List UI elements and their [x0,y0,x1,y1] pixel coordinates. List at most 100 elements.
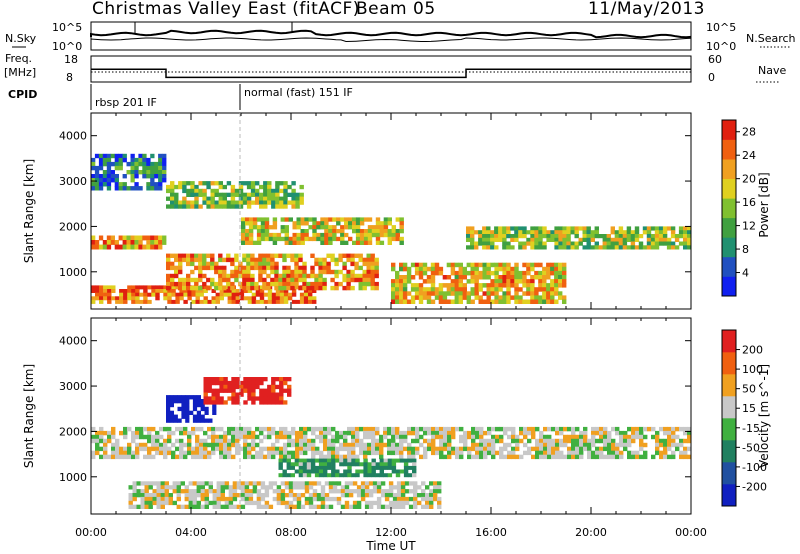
heatmap-cell [211,450,216,456]
heatmap-cell [287,438,292,444]
heatmap-cell [408,504,414,509]
heatmap-cell [288,481,294,486]
heatmap-cell [235,434,240,440]
heatmap-cell [328,229,333,234]
heatmap-cell [675,426,680,432]
heatmap-cell [216,485,221,490]
heatmap-cell [279,450,284,456]
heatmap-cell [239,388,244,393]
heatmap-cell [154,170,159,175]
heatmap-cell [351,458,356,463]
colorbar-swatch [722,120,736,140]
heatmap-cell [298,269,303,275]
heatmap-cell [128,496,133,502]
heatmap-cell [239,446,244,452]
heatmap-cell [658,226,664,231]
heatmap-cell [340,493,346,498]
heatmap-cell [139,430,144,436]
heatmap-cell [376,504,382,509]
heatmap-cell [455,450,460,456]
heatmap-cell [314,273,319,279]
heatmap-cell [342,273,347,279]
heatmap-cell [346,281,351,287]
heatmap-cell [202,265,207,271]
heatmap-cell [286,285,291,291]
heatmap-cell [264,493,270,498]
heatmap-cell [251,380,256,386]
heatmap-cell [328,232,333,238]
heatmap-cell [192,481,197,486]
heatmap-cell [451,446,456,452]
heatmap-cell [199,289,204,293]
heatmap-cell [231,438,236,444]
heatmap-cell [311,430,316,436]
heatmap-cell [310,273,315,279]
heatmap-cell [151,454,156,460]
heatmap-cell [434,266,440,272]
heatmap-cell [239,426,244,432]
heatmap-cell [230,273,235,279]
x-tick-label: 00:00 [675,526,707,539]
heatmap-cell [411,426,416,432]
heatmap-cell [210,265,215,271]
heatmap-cell [339,458,344,463]
heatmap-cell [328,236,333,242]
heatmap-cell [98,161,104,167]
heatmap-cell [659,426,664,432]
heatmap-cell [185,410,190,415]
heatmap-cell [181,395,186,400]
heatmap-cell [474,291,479,296]
heatmap-cell [571,454,576,460]
heatmap-cell [642,245,648,250]
heatmap-cell [91,165,96,171]
heatmap-cell [227,380,232,386]
heatmap-cell [515,438,520,444]
heatmap-cell [579,430,584,436]
heatmap-cell [462,270,467,276]
heatmap-cell [375,430,380,436]
heatmap-cell [662,237,668,242]
heatmap-cell [535,446,540,452]
heatmap-cell [347,446,352,452]
heatmap-cell [291,442,296,448]
heatmap-cell [135,446,140,452]
heatmap-cell [538,275,543,280]
heatmap-cell [339,434,344,440]
heatmap-cell [582,237,587,242]
heatmap-cell [176,504,181,509]
heatmap-cell [359,442,364,448]
heatmap-cell [139,299,144,304]
heatmap-cell [351,442,356,448]
heatmap-cell [91,186,96,191]
heatmap-cell [235,289,240,293]
heatmap-cell [546,295,551,300]
heatmap-cell [383,229,389,234]
heatmap-cell [266,281,271,287]
heatmap-cell [199,450,204,456]
heatmap-cell [134,170,139,175]
heatmap-cell [136,489,141,494]
heatmap-cell [510,283,515,288]
heatmap-cell [482,270,487,276]
heatmap-cell [391,262,396,268]
heatmap-cell [322,277,327,283]
heatmap-cell [522,279,527,284]
heatmap-cell [678,241,684,246]
heatmap-cell [183,289,188,293]
heatmap-cell [271,296,277,301]
heatmap-cell [276,232,282,238]
heatmap-cell [207,396,212,401]
heatmap-cell [283,196,288,201]
heatmap-cell [215,392,220,397]
heatmap-cell [338,253,343,258]
heatmap-cell [231,377,236,382]
nsky-label: N.Sky [5,32,37,45]
heatmap-cell [242,277,247,283]
heatmap-cell [278,465,283,470]
heatmap-cell [127,426,132,432]
heatmap-cell [168,485,173,490]
heatmap-cell [275,181,280,186]
heatmap-cell [103,285,108,290]
heatmap-cell [215,442,220,448]
heatmap-cell [174,269,179,275]
